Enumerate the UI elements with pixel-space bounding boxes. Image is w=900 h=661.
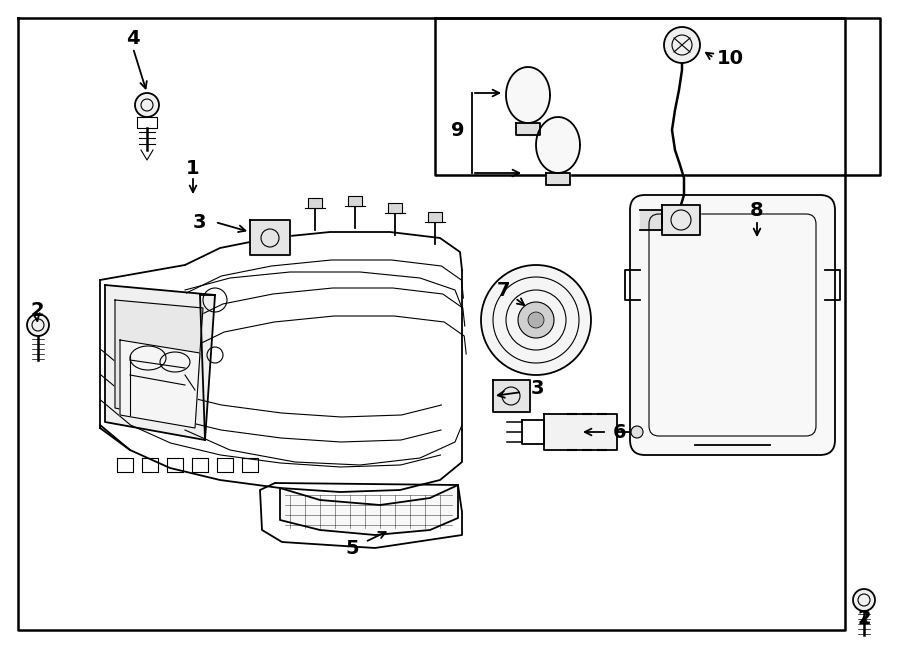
Circle shape: [135, 93, 159, 117]
Text: 2: 2: [857, 609, 871, 627]
Polygon shape: [662, 205, 700, 235]
Polygon shape: [546, 173, 570, 185]
Circle shape: [528, 312, 544, 328]
Text: 10: 10: [716, 48, 743, 67]
Circle shape: [481, 265, 591, 375]
Text: 3: 3: [530, 379, 544, 397]
Text: 1: 1: [186, 159, 200, 178]
Text: 3: 3: [193, 212, 206, 231]
Bar: [348, 196, 362, 206]
Polygon shape: [493, 380, 530, 412]
Circle shape: [853, 589, 875, 611]
Polygon shape: [250, 220, 290, 255]
Text: 4: 4: [126, 28, 140, 48]
Polygon shape: [516, 123, 540, 135]
Circle shape: [631, 426, 643, 438]
Polygon shape: [506, 67, 550, 123]
Circle shape: [518, 302, 554, 338]
Text: 5: 5: [346, 539, 359, 557]
Polygon shape: [536, 117, 580, 173]
Polygon shape: [640, 210, 662, 230]
Circle shape: [664, 27, 700, 63]
Text: 8: 8: [751, 200, 764, 219]
Text: 2: 2: [31, 301, 44, 319]
FancyBboxPatch shape: [630, 195, 835, 455]
Bar: [308, 198, 322, 208]
Text: 9: 9: [451, 120, 464, 139]
Polygon shape: [115, 300, 203, 424]
Text: 6: 6: [613, 422, 626, 442]
Bar: [388, 203, 402, 213]
Polygon shape: [280, 485, 458, 535]
Polygon shape: [120, 340, 200, 428]
Bar: [428, 212, 442, 222]
Polygon shape: [544, 414, 617, 450]
Text: 7: 7: [497, 280, 511, 299]
Polygon shape: [105, 285, 215, 440]
Circle shape: [27, 314, 49, 336]
